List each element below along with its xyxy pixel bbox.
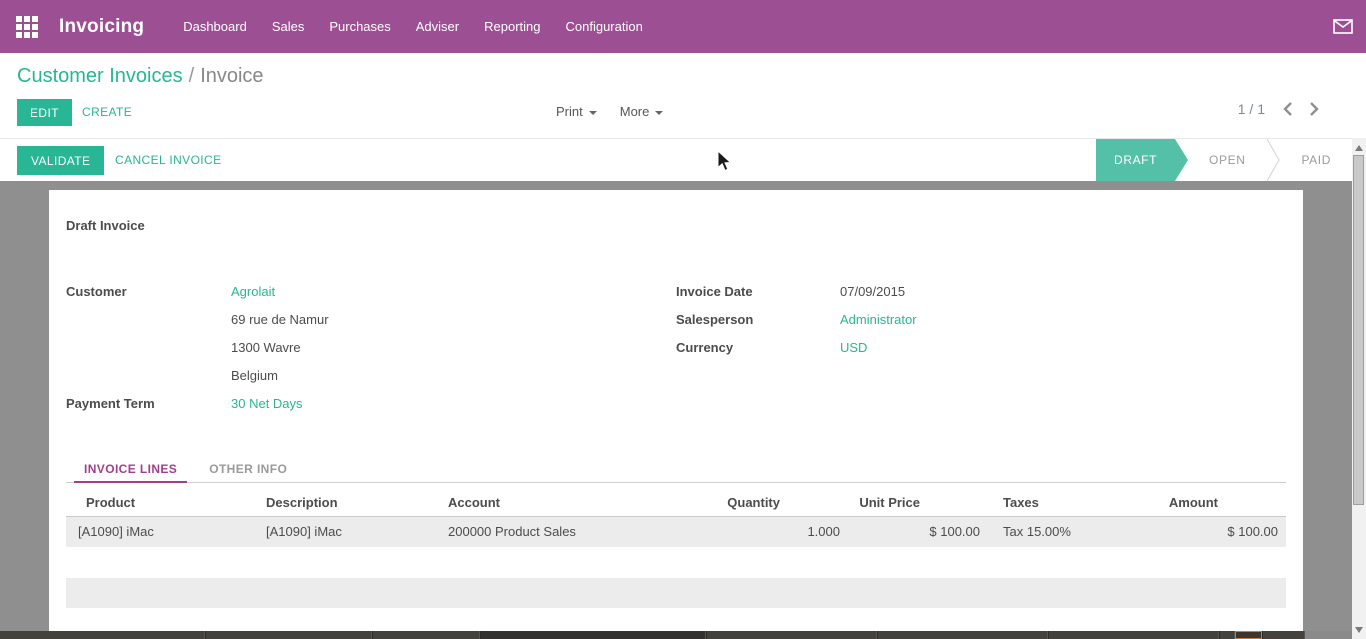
invoice-sheet: Draft Invoice Customer Agrolait 69 rue d… [49, 190, 1303, 631]
status-paid[interactable]: PAID [1301, 153, 1331, 167]
taskbar-item[interactable] [1219, 631, 1235, 639]
taskbar-item[interactable] [372, 631, 480, 639]
cell-description[interactable]: [A1090] iMac [246, 516, 428, 547]
field-payment-term: Payment Term 30 Net Days [66, 389, 676, 417]
field-salesperson: Salesperson Administrator [676, 305, 1236, 333]
menu-purchases[interactable]: Purchases [329, 19, 391, 34]
tab-invoice-lines[interactable]: INVOICE LINES [74, 456, 188, 483]
field-customer: Customer Agrolait [66, 277, 676, 305]
pager-count: 1 / 1 [1237, 101, 1265, 117]
col-amount: Amount [1098, 489, 1286, 517]
col-unit-price: Unit Price [848, 489, 988, 517]
print-dropdown[interactable]: Print [556, 104, 597, 119]
pager: 1 / 1 [1238, 101, 1319, 117]
taskbar-item[interactable] [877, 631, 1048, 639]
taskbar-item[interactable] [1262, 631, 1305, 639]
edit-button[interactable]: EDIT [17, 99, 72, 126]
taskbar-item[interactable] [205, 631, 372, 639]
chevron-left-icon[interactable] [1283, 102, 1292, 116]
status-pipeline: DRAFT OPEN PAID [1096, 139, 1352, 181]
breadcrumb-separator: / [188, 65, 195, 87]
menu-reporting[interactable]: Reporting [484, 19, 541, 34]
taskbar-item-alert[interactable] [1235, 631, 1262, 639]
caret-down-icon [588, 110, 597, 115]
top-nav-bar: Invoicing Dashboard Sales Purchases Advi… [0, 0, 1366, 53]
customer-address-row: Belgium [66, 361, 676, 389]
app-title[interactable]: Invoicing [59, 15, 145, 37]
scrollbar-thumb[interactable] [1353, 155, 1364, 505]
breadcrumb-invoice: Invoice [200, 65, 264, 87]
envelope-icon[interactable] [1333, 19, 1353, 34]
fields-left-column: Customer Agrolait 69 rue de Namur 1300 W… [66, 277, 676, 417]
menu-dashboard[interactable]: Dashboard [183, 19, 247, 34]
currency-label: Currency [676, 339, 734, 355]
more-dropdown[interactable]: More [620, 104, 664, 119]
breadcrumb: Customer Invoices / Invoice [17, 65, 264, 88]
scroll-down-icon[interactable] [1355, 627, 1363, 633]
payment-term-value-link[interactable]: 30 Net Days [231, 395, 303, 411]
field-invoice-date: Invoice Date 07/09/2015 [676, 277, 1236, 305]
customer-address-row: 1300 Wavre [66, 333, 676, 361]
statusbar: VALIDATE CANCEL INVOICE DRAFT OPEN PAID [0, 138, 1352, 181]
customer-label: Customer [66, 283, 127, 299]
status-draft[interactable]: DRAFT [1096, 139, 1176, 181]
chevron-right-icon[interactable] [1310, 102, 1319, 116]
menu-configuration[interactable]: Configuration [565, 19, 643, 34]
invoice-lines-table: Product Description Account Quantity Uni… [66, 489, 1286, 547]
cell-product[interactable]: [A1090] iMac [66, 516, 246, 547]
cancel-invoice-button[interactable]: CANCEL INVOICE [115, 153, 222, 167]
create-button[interactable]: CREATE [82, 105, 133, 119]
notebook-tabs: INVOICE LINES OTHER INFO [66, 456, 1286, 483]
cell-account[interactable]: 200000 Product Sales [428, 516, 668, 547]
address-country: Belgium [231, 367, 278, 383]
taskbar-item[interactable] [1305, 631, 1352, 639]
control-panel: Customer Invoices / Invoice EDIT CREATE Pr… [0, 53, 1352, 138]
action-dropdowns: Print More [556, 104, 664, 119]
invoice-fields: Customer Agrolait 69 rue de Namur 1300 W… [66, 277, 1286, 417]
table-header-row: Product Description Account Quantity Uni… [66, 489, 1286, 517]
address-city: 1300 Wavre [231, 339, 301, 355]
salesperson-label: Salesperson [676, 311, 754, 327]
empty-section-strip [66, 578, 1286, 608]
caret-down-icon [655, 110, 664, 115]
payment-term-label: Payment Term [66, 395, 155, 411]
col-product: Product [66, 489, 246, 517]
address-street: 69 rue de Namur [231, 311, 329, 327]
status-open[interactable]: OPEN [1209, 153, 1246, 167]
invoice-state-title: Draft Invoice [66, 218, 145, 233]
customer-value-link[interactable]: Agrolait [231, 283, 276, 299]
tab-other-info[interactable]: OTHER INFO [209, 462, 288, 476]
currency-value-link[interactable]: USD [840, 339, 868, 355]
menu-sales[interactable]: Sales [271, 19, 305, 34]
col-quantity: Quantity [668, 489, 848, 517]
scroll-up-icon[interactable] [1355, 145, 1363, 151]
cell-amount[interactable]: $ 100.00 [1098, 516, 1286, 547]
os-taskbar [0, 631, 1352, 639]
vertical-scrollbar[interactable] [1352, 138, 1366, 639]
chevron-separator-icon [1266, 139, 1281, 181]
validate-button[interactable]: VALIDATE [17, 146, 105, 175]
taskbar-item[interactable] [706, 631, 877, 639]
cell-unit-price[interactable]: $ 100.00 [848, 516, 988, 547]
cell-taxes[interactable]: Tax 15.00% [988, 516, 1098, 547]
arrow-right-icon [1175, 139, 1189, 181]
breadcrumb-customer-invoices[interactable]: Customer Invoices [17, 65, 183, 87]
table-row[interactable]: [A1090] iMac [A1090] iMac 200000 Product… [66, 516, 1286, 547]
col-taxes: Taxes [988, 489, 1098, 517]
menu-adviser[interactable]: Adviser [415, 19, 460, 34]
invoice-date-label: Invoice Date [676, 283, 753, 299]
taskbar-item-active[interactable] [480, 631, 706, 639]
taskbar-item[interactable] [1048, 631, 1219, 639]
fields-right-column: Invoice Date 07/09/2015 Salesperson Admi… [676, 277, 1236, 417]
invoice-date-value: 07/09/2015 [840, 283, 906, 299]
apps-grid-icon[interactable] [16, 15, 38, 38]
customer-address-row: 69 rue de Namur [66, 305, 676, 333]
field-currency: Currency USD [676, 333, 1236, 361]
col-description: Description [246, 489, 428, 517]
salesperson-value-link[interactable]: Administrator [840, 311, 917, 327]
col-account: Account [428, 489, 668, 517]
main-menu: Dashboard Sales Purchases Adviser Report… [183, 19, 643, 34]
taskbar-item[interactable] [0, 631, 205, 639]
cell-quantity[interactable]: 1.000 [668, 516, 848, 547]
